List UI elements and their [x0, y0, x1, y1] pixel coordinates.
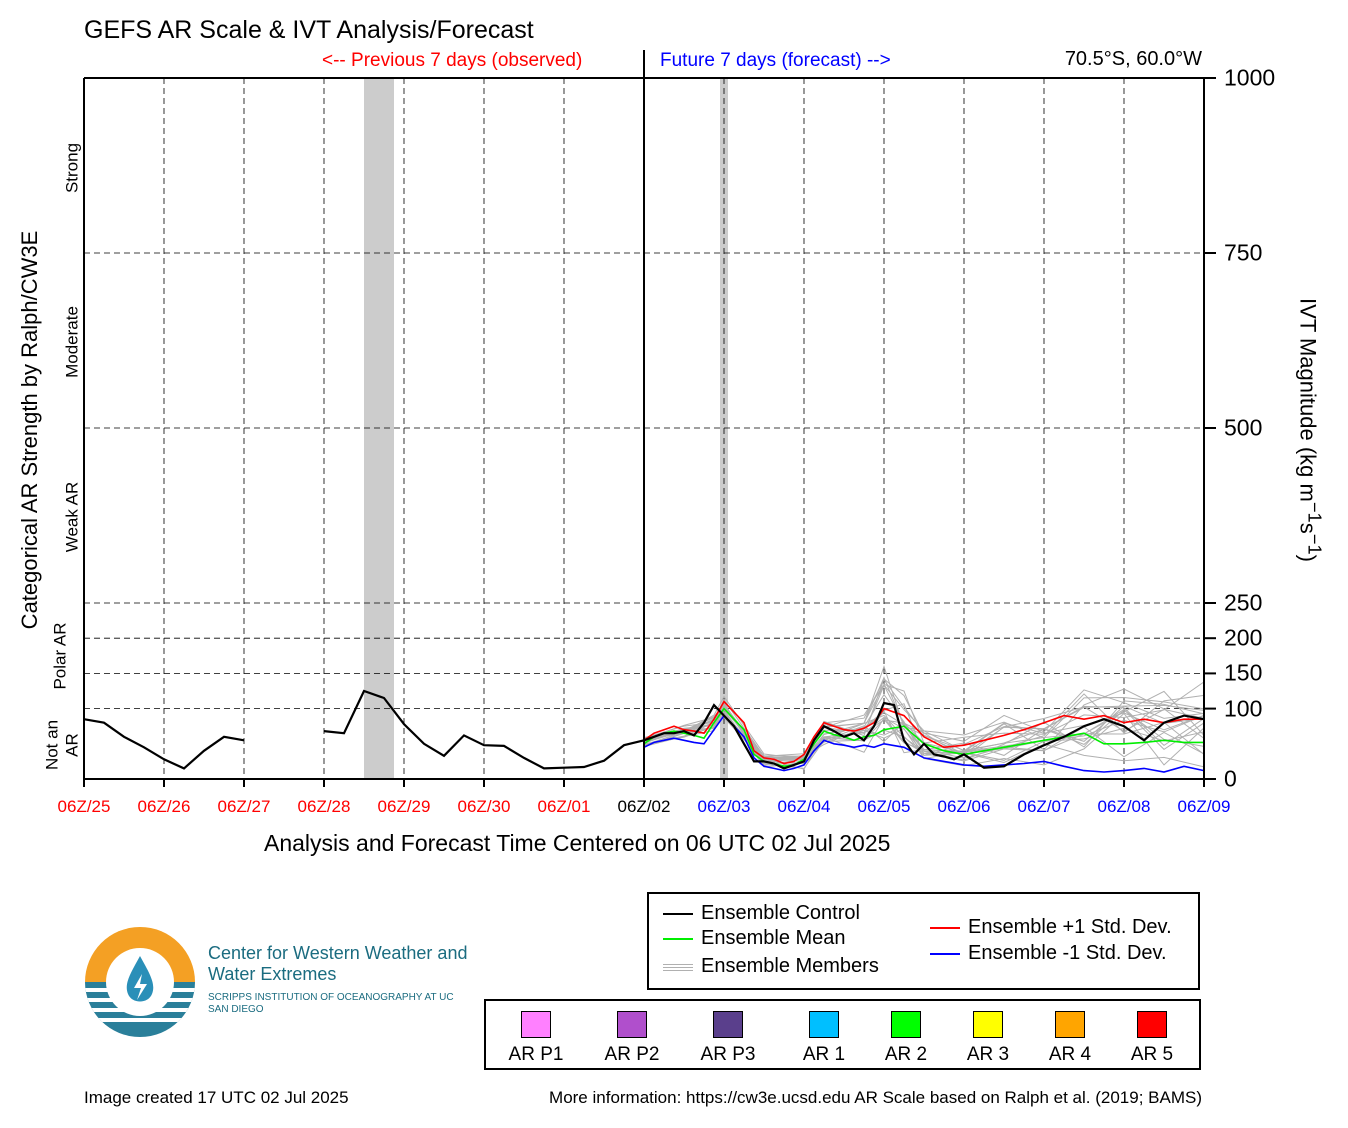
x-tick-label: 06Z/03	[697, 797, 751, 816]
legend-plus-std: Ensemble +1 Std. Dev.	[930, 916, 1172, 939]
y-tick-label: 500	[1224, 414, 1263, 441]
y-tick-label: 0	[1224, 765, 1237, 792]
plus-std-line	[643, 700, 1204, 765]
ar-scale-item: AR 1	[784, 1011, 864, 1066]
image-created-note: Image created 17 UTC 02 Jul 2025	[84, 1088, 349, 1107]
y-tick-label: 200	[1224, 624, 1263, 651]
ar-scale-label: AR 4	[1048, 1044, 1092, 1065]
ar-scale-legend: AR P1 AR P2 AR P3 AR 1 AR 2 AR 3 AR 4 AR 5	[484, 999, 1201, 1070]
ivt-chart	[83, 50, 1216, 787]
legend-control-label: Ensemble Control	[701, 902, 860, 924]
logo-subtitle: SCRIPPS INSTITUTION OF OCEANOGRAPHY AT U…	[208, 992, 454, 1015]
ar-scale-label: AR 5	[1130, 1044, 1174, 1065]
x-tick-label: 06Z/09	[1177, 797, 1231, 816]
ar-scale-swatch	[521, 1011, 551, 1038]
ar-scale-item: AR 3	[948, 1011, 1028, 1066]
chart-title: GEFS AR Scale & IVT Analysis/Forecast	[84, 16, 534, 44]
legend: Ensemble Control Ensemble Mean Ensemble …	[647, 892, 1200, 990]
ar-scale-item: AR P3	[688, 1011, 768, 1066]
legend-members-label: Ensemble Members	[701, 955, 879, 977]
x-tick-label: 06Z/28	[297, 797, 351, 816]
location-label: 70.5°S, 60.0°W	[1064, 48, 1202, 70]
ar-scale-item: AR P2	[592, 1011, 672, 1066]
y-tick-label: 250	[1224, 589, 1263, 616]
legend-members: Ensemble Members	[663, 955, 879, 978]
ar-scale-label: AR P1	[508, 1044, 564, 1065]
ar-scale-swatch	[713, 1011, 743, 1038]
y-tick-label: 100	[1224, 695, 1263, 722]
legend-minus-std: Ensemble -1 Std. Dev.	[930, 942, 1167, 965]
x-tick-label: 06Z/08	[1097, 797, 1151, 816]
ar-scale-item: AR 4	[1030, 1011, 1110, 1066]
x-tick-label: 06Z/01	[537, 797, 591, 816]
x-tick-label: 06Z/25	[57, 797, 111, 816]
legend-mean: Ensemble Mean	[663, 927, 846, 950]
ar-scale-item: AR 5	[1112, 1011, 1192, 1066]
ar-scale-swatch	[617, 1011, 647, 1038]
legend-members-swatch	[663, 961, 693, 972]
ar-scale-swatch	[809, 1011, 839, 1038]
legend-control: Ensemble Control	[663, 902, 860, 925]
legend-mean-swatch	[663, 937, 693, 940]
y-tick-label: 150	[1224, 659, 1263, 686]
y-tick-label: 1000	[1224, 64, 1276, 91]
legend-plus-std-label: Ensemble +1 Std. Dev.	[968, 916, 1172, 938]
future-period-label: Future 7 days (forecast) -->	[660, 50, 891, 71]
ensemble-control-line	[323, 689, 1205, 770]
cw3e-logo-icon	[85, 927, 195, 1037]
x-tick-label: 06Z/07	[1017, 797, 1071, 816]
x-tick-label: 06Z/05	[857, 797, 911, 816]
x-tick-label: 06Z/26	[137, 797, 191, 816]
ar-scale-swatch	[891, 1011, 921, 1038]
legend-minus-std-swatch	[930, 952, 960, 955]
x-tick-label: 06Z/04	[777, 797, 831, 816]
more-info-note: More information: https://cw3e.ucsd.edu …	[549, 1088, 1202, 1107]
x-tick-label: 06Z/27	[217, 797, 271, 816]
ar-scale-label: AR P3	[700, 1044, 756, 1065]
ensemble-member-line	[643, 710, 1205, 770]
legend-mean-label: Ensemble Mean	[701, 927, 846, 949]
ar-scale-item: AR P1	[496, 1011, 576, 1066]
ensemble-control-line	[83, 718, 245, 770]
x-tick-label: 06Z/29	[377, 797, 431, 816]
legend-plus-std-swatch	[930, 926, 960, 929]
x-tick-label: 06Z/30	[457, 797, 511, 816]
ar-scale-item: AR 2	[866, 1011, 946, 1066]
ar-scale-swatch	[1137, 1011, 1167, 1038]
y-tick-label: 750	[1224, 239, 1263, 266]
x-tick-label: 06Z/02	[617, 797, 671, 816]
x-axis-label: Analysis and Forecast Time Centered on 0…	[264, 830, 891, 856]
ar-band	[364, 78, 394, 779]
ar-scale-label: AR 3	[966, 1044, 1010, 1065]
ar-scale-label: AR 1	[802, 1044, 846, 1065]
ensemble-member-line	[643, 678, 1205, 760]
previous-period-label: <-- Previous 7 days (observed)	[322, 50, 583, 71]
ar-scale-label: AR P2	[604, 1044, 660, 1065]
ar-scale-label: AR 2	[884, 1044, 928, 1065]
x-tick-label: 06Z/06	[937, 797, 991, 816]
legend-minus-std-label: Ensemble -1 Std. Dev.	[968, 942, 1167, 964]
ar-scale-swatch	[973, 1011, 1003, 1038]
legend-control-swatch	[663, 912, 693, 915]
minus-std-line	[643, 714, 1205, 773]
logo-title: Center for Western Weather and Water Ext…	[208, 943, 468, 984]
ar-scale-swatch	[1055, 1011, 1085, 1038]
